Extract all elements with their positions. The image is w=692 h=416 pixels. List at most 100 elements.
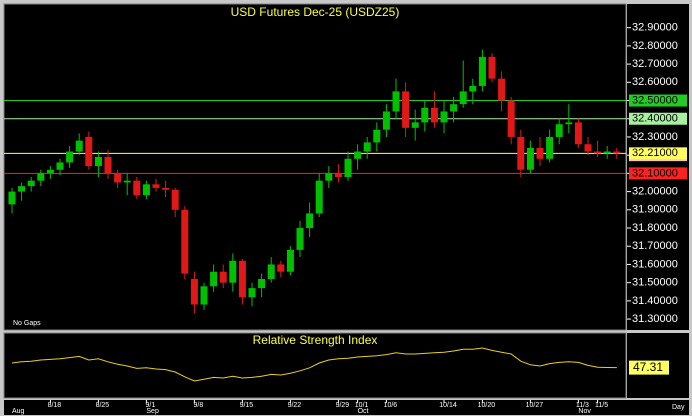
candle-body: [382, 111, 390, 130]
candle-body: [526, 147, 534, 170]
candle-body: [469, 85, 477, 92]
y-tick-label: 32.60000: [632, 76, 678, 88]
candle-body: [440, 111, 448, 123]
price-axis: [627, 4, 689, 330]
candle-body: [459, 91, 467, 105]
annotation: No Gaps: [13, 320, 41, 327]
candle-body: [152, 184, 160, 188]
candle-body: [363, 142, 371, 152]
candle-body: [450, 104, 458, 112]
x-tick-label: 9/22: [288, 402, 302, 409]
candle-body: [210, 271, 218, 287]
candle-body: [219, 271, 227, 283]
x-tick-label: 10/20: [478, 402, 496, 409]
candle-body: [411, 122, 419, 128]
rsi-title: Relative Strength Index: [253, 333, 378, 347]
candle-body: [594, 151, 602, 154]
month-label: Aug: [12, 408, 25, 415]
y-tick-label: 32.80000: [632, 40, 678, 52]
x-tick-label: 10/27: [526, 402, 544, 409]
candle-body: [133, 180, 141, 196]
candle-body: [171, 189, 179, 210]
level-label: 32.40000: [632, 113, 678, 125]
candle-body: [114, 173, 122, 183]
candle-body: [37, 173, 45, 181]
candle-body: [546, 136, 554, 159]
y-tick-label: 32.30000: [632, 131, 678, 143]
chart-title: USD Futures Dec-25 (USDZ25): [231, 5, 400, 19]
rsi-value-label: 47.31: [633, 360, 663, 374]
y-tick-label: 32.70000: [632, 58, 678, 70]
candle-body: [478, 56, 486, 86]
candle-body: [46, 169, 54, 174]
y-tick-label: 32.90000: [632, 22, 678, 34]
y-tick-label: 31.40000: [632, 295, 678, 307]
candle-body: [190, 279, 198, 305]
candle-body: [354, 151, 362, 159]
candle-body: [94, 156, 102, 167]
y-tick-label: 31.30000: [632, 313, 678, 325]
x-tick-label: 9/1: [146, 402, 156, 409]
candle-body: [18, 186, 26, 192]
candle-body: [392, 91, 400, 112]
x-tick-label: 9/29: [336, 402, 350, 409]
x-tick-label: 8/25: [96, 402, 110, 409]
candle-body: [536, 147, 544, 159]
y-tick-label: 31.60000: [632, 258, 678, 270]
rsi-value-box: [629, 360, 669, 375]
candle-body: [306, 213, 314, 229]
period-label: Day: [672, 404, 685, 411]
candle-body: [584, 144, 592, 152]
month-label: Nov: [578, 408, 591, 415]
x-tick-label: 10/6: [384, 402, 398, 409]
candle-body: [565, 122, 573, 125]
y-tick-label: 31.90000: [632, 204, 678, 216]
candle-body: [574, 122, 582, 145]
x-tick-label: 11/3: [576, 402, 589, 409]
candle-body: [421, 107, 429, 123]
candle-body: [66, 151, 74, 163]
level-box: [629, 167, 687, 180]
y-tick-label: 31.50000: [632, 277, 678, 289]
level-label: 32.21000: [632, 147, 678, 159]
month-label: Oct: [358, 408, 369, 415]
candle-body: [267, 264, 275, 280]
y-tick-label: 32.00000: [632, 185, 678, 197]
candle-body: [315, 180, 323, 214]
x-tick-label: 8/18: [48, 402, 62, 409]
candle-body: [325, 173, 333, 181]
candle-body: [258, 279, 266, 289]
candle-body: [104, 156, 112, 174]
x-tick-label: 10/14: [439, 402, 457, 409]
candle-body: [8, 191, 16, 205]
candle-body: [296, 228, 304, 250]
candle-body: [286, 249, 294, 272]
x-tick-label: 11/5: [595, 402, 608, 409]
candle-body: [488, 56, 496, 79]
y-tick-label: 31.80000: [632, 222, 678, 234]
date-axis: [4, 400, 689, 415]
candle-body: [277, 264, 285, 272]
candle-body: [498, 78, 506, 101]
candle-body: [517, 136, 525, 170]
level-label: 32.10000: [632, 167, 678, 179]
candle-body: [402, 91, 410, 128]
candle-body: [334, 173, 342, 178]
candle-body: [603, 151, 611, 154]
x-tick-label: 9/15: [240, 402, 254, 409]
level-box: [629, 112, 687, 125]
candle-body: [181, 209, 189, 274]
candle-body: [27, 180, 35, 187]
level-box: [629, 147, 687, 160]
candle-body: [613, 151, 621, 154]
candle-body: [142, 184, 150, 196]
candle-body: [229, 260, 237, 283]
rsi-line: [11, 347, 617, 382]
y-tick-label: 31.70000: [632, 240, 678, 252]
candle-body: [200, 286, 208, 305]
candle-body: [373, 129, 381, 143]
candle-body: [238, 260, 246, 298]
candle-body: [248, 288, 256, 298]
